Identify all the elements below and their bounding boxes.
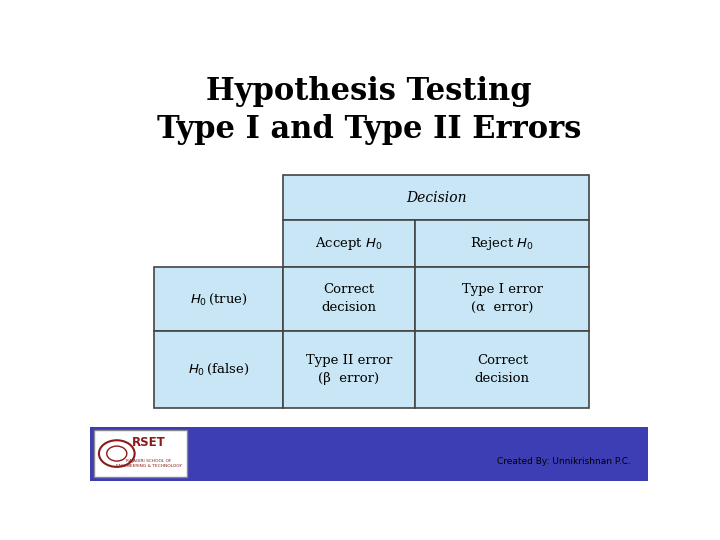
FancyBboxPatch shape xyxy=(94,430,186,477)
Text: Correct
decision: Correct decision xyxy=(475,354,530,385)
Text: Type II error
(β  error): Type II error (β error) xyxy=(306,354,392,385)
Text: Decision: Decision xyxy=(406,191,467,205)
Text: RAJAGIRI SCHOOL OF
ENGINEERING & TECHNOLOGY: RAJAGIRI SCHOOL OF ENGINEERING & TECHNOL… xyxy=(116,458,181,468)
Text: Hypothesis Testing: Hypothesis Testing xyxy=(206,76,532,107)
FancyBboxPatch shape xyxy=(154,267,282,331)
FancyBboxPatch shape xyxy=(282,220,415,267)
Text: Accept $H_0$: Accept $H_0$ xyxy=(315,235,383,252)
Text: RSET: RSET xyxy=(132,436,166,449)
FancyBboxPatch shape xyxy=(282,331,415,408)
FancyBboxPatch shape xyxy=(415,220,590,267)
FancyBboxPatch shape xyxy=(415,331,590,408)
Text: $H_0\,$(true): $H_0\,$(true) xyxy=(189,292,247,307)
Text: Correct
decision: Correct decision xyxy=(321,284,377,314)
Text: $H_0\,$(false): $H_0\,$(false) xyxy=(188,362,249,377)
Text: Type I error
(α  error): Type I error (α error) xyxy=(462,284,543,314)
FancyBboxPatch shape xyxy=(282,267,415,331)
FancyBboxPatch shape xyxy=(415,267,590,331)
FancyBboxPatch shape xyxy=(154,331,282,408)
Text: Created By: Unnikrishnan P.C.: Created By: Unnikrishnan P.C. xyxy=(498,457,631,466)
Text: Reject $H_0$: Reject $H_0$ xyxy=(470,235,534,252)
FancyBboxPatch shape xyxy=(282,175,590,220)
Text: Type I and Type II Errors: Type I and Type II Errors xyxy=(157,114,581,145)
FancyBboxPatch shape xyxy=(90,427,648,481)
